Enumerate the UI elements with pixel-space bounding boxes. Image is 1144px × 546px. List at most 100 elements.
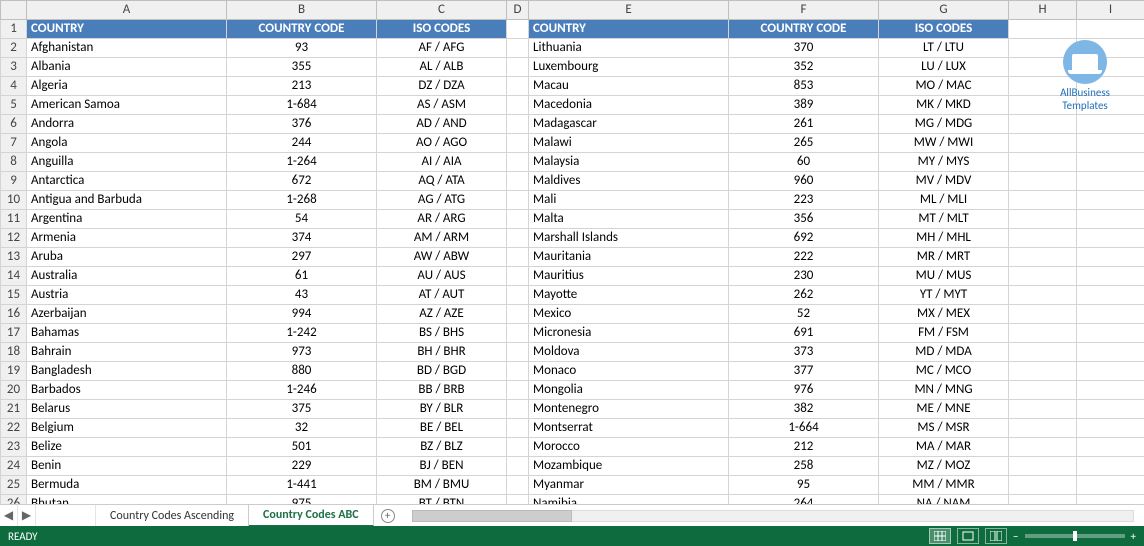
cell-G[interactable]: MG / MDG — [879, 115, 1009, 134]
cell-H[interactable] — [1009, 229, 1077, 248]
cell-I[interactable] — [1077, 58, 1144, 77]
row-header[interactable]: 4 — [1, 77, 27, 96]
cell-A[interactable]: Angola — [27, 134, 227, 153]
cell-A[interactable]: Belize — [27, 438, 227, 457]
cell-A[interactable]: Belarus — [27, 400, 227, 419]
cell-E[interactable]: Mongolia — [529, 381, 729, 400]
cell-C[interactable]: AU / AUS — [377, 267, 507, 286]
cell-C[interactable]: AF / AFG — [377, 39, 507, 58]
cell-H[interactable] — [1009, 153, 1077, 172]
cell-A[interactable]: Bermuda — [27, 476, 227, 495]
row-header[interactable]: 23 — [1, 438, 27, 457]
cell-C[interactable]: BE / BEL — [377, 419, 507, 438]
cell-A[interactable]: Belgium — [27, 419, 227, 438]
cell-A[interactable]: Armenia — [27, 229, 227, 248]
cell-H[interactable] — [1009, 210, 1077, 229]
cell-G[interactable]: MO / MAC — [879, 77, 1009, 96]
cell-F[interactable]: 960 — [729, 172, 879, 191]
header-cell-G[interactable]: ISO CODES — [879, 20, 1009, 39]
cell-H[interactable] — [1009, 134, 1077, 153]
cell-D[interactable] — [507, 438, 529, 457]
cell-D[interactable] — [507, 229, 529, 248]
cell-G[interactable]: ML / MLI — [879, 191, 1009, 210]
cell-F[interactable]: 222 — [729, 248, 879, 267]
cell-E[interactable]: Micronesia — [529, 324, 729, 343]
col-header-E[interactable]: E — [529, 1, 729, 20]
header-cell-E[interactable]: COUNTRY — [529, 20, 729, 39]
cell-D[interactable] — [507, 267, 529, 286]
cell-B[interactable]: 355 — [227, 58, 377, 77]
hscroll-thumb[interactable] — [412, 510, 572, 522]
cell-I[interactable] — [1077, 153, 1144, 172]
row-header[interactable]: 2 — [1, 39, 27, 58]
cell-I[interactable] — [1077, 115, 1144, 134]
cell-F[interactable]: 223 — [729, 191, 879, 210]
cell-H[interactable] — [1009, 495, 1077, 505]
cell-G[interactable]: MW / MWI — [879, 134, 1009, 153]
row-header[interactable]: 16 — [1, 305, 27, 324]
cell-D[interactable] — [507, 153, 529, 172]
cell-G[interactable]: MZ / MOZ — [879, 457, 1009, 476]
row-header[interactable]: 22 — [1, 419, 27, 438]
cell-H[interactable] — [1009, 438, 1077, 457]
tab-nav-next[interactable]: ▶ — [18, 505, 36, 526]
row-header[interactable]: 13 — [1, 248, 27, 267]
cell-F[interactable]: 352 — [729, 58, 879, 77]
cell-D[interactable] — [507, 400, 529, 419]
select-all-corner[interactable] — [1, 1, 27, 20]
cell-I[interactable] — [1077, 343, 1144, 362]
cell-C[interactable]: AM / ARM — [377, 229, 507, 248]
cell-E[interactable]: Mozambique — [529, 457, 729, 476]
cell-C[interactable]: BM / BMU — [377, 476, 507, 495]
cell-G[interactable]: MK / MKD — [879, 96, 1009, 115]
cell-G[interactable]: MC / MCO — [879, 362, 1009, 381]
row-header[interactable]: 26 — [1, 495, 27, 505]
cell-I[interactable] — [1077, 267, 1144, 286]
cell-H[interactable] — [1009, 476, 1077, 495]
cell-F[interactable]: 370 — [729, 39, 879, 58]
cell-C[interactable]: DZ / DZA — [377, 77, 507, 96]
tab-nav-prev[interactable]: ◀ — [0, 505, 18, 526]
row-header[interactable]: 17 — [1, 324, 27, 343]
cell-F[interactable]: 1-664 — [729, 419, 879, 438]
cell-D[interactable] — [507, 324, 529, 343]
row-header[interactable]: 9 — [1, 172, 27, 191]
cell-E[interactable]: Malta — [529, 210, 729, 229]
cell-H[interactable] — [1009, 77, 1077, 96]
cell-F[interactable]: 377 — [729, 362, 879, 381]
cell-G[interactable]: MV / MDV — [879, 172, 1009, 191]
header-cell-A[interactable]: COUNTRY — [27, 20, 227, 39]
cell-F[interactable]: 52 — [729, 305, 879, 324]
cell-E[interactable]: Morocco — [529, 438, 729, 457]
cell-G[interactable]: NA / NAM — [879, 495, 1009, 505]
cell-C[interactable]: AD / AND — [377, 115, 507, 134]
cell-A[interactable]: American Samoa — [27, 96, 227, 115]
row-header[interactable]: 5 — [1, 96, 27, 115]
cell-F[interactable]: 212 — [729, 438, 879, 457]
cell-C[interactable]: AW / ABW — [377, 248, 507, 267]
cell-I[interactable] — [1077, 324, 1144, 343]
cell-C[interactable]: AQ / ATA — [377, 172, 507, 191]
cell-F[interactable]: 976 — [729, 381, 879, 400]
cell-E[interactable]: Lithuania — [529, 39, 729, 58]
view-normal-button[interactable] — [929, 528, 951, 544]
cell-A[interactable]: Albania — [27, 58, 227, 77]
cell-E[interactable]: Maldives — [529, 172, 729, 191]
cell-G[interactable]: MX / MEX — [879, 305, 1009, 324]
cell-D[interactable] — [507, 362, 529, 381]
cell-E[interactable]: Montserrat — [529, 419, 729, 438]
cell-D[interactable] — [507, 476, 529, 495]
cell-F[interactable]: 389 — [729, 96, 879, 115]
cell-G[interactable]: MM / MMR — [879, 476, 1009, 495]
cell-C[interactable]: AI / AIA — [377, 153, 507, 172]
col-header-A[interactable]: A — [27, 1, 227, 20]
cell-B[interactable]: 672 — [227, 172, 377, 191]
sheet-tab-abc[interactable]: Country Codes ABC — [249, 505, 374, 527]
cell-A[interactable]: Afghanistan — [27, 39, 227, 58]
cell-C[interactable]: AR / ARG — [377, 210, 507, 229]
cell-B[interactable]: 1-264 — [227, 153, 377, 172]
cell-I[interactable] — [1077, 20, 1144, 39]
row-header[interactable]: 21 — [1, 400, 27, 419]
row-header[interactable]: 20 — [1, 381, 27, 400]
cell-F[interactable]: 258 — [729, 457, 879, 476]
